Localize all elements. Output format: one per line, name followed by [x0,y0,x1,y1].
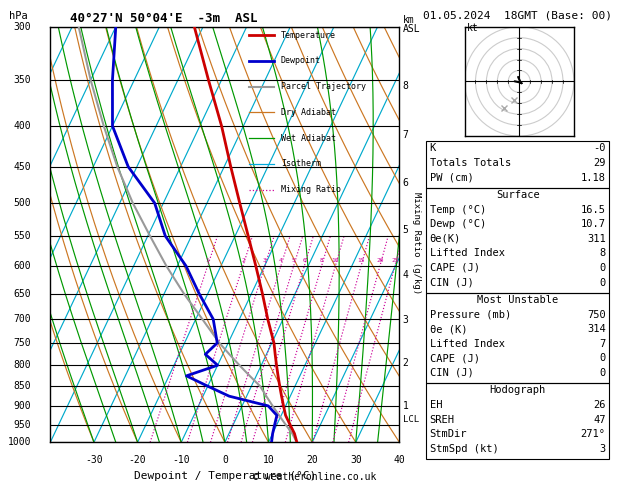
Text: CIN (J): CIN (J) [430,368,474,378]
Text: 4: 4 [279,258,282,262]
Text: Dewpoint / Temperature (°C): Dewpoint / Temperature (°C) [134,471,316,481]
Text: 40°27'N 50°04'E  -3m  ASL: 40°27'N 50°04'E -3m ASL [70,12,257,25]
Text: 5: 5 [403,225,408,235]
Text: Dewp (°C): Dewp (°C) [430,219,486,229]
Text: Hodograph: Hodograph [489,385,546,396]
Text: 30: 30 [350,455,362,465]
Text: -20: -20 [129,455,147,465]
Text: hPa: hPa [9,12,28,21]
Text: θe(K): θe(K) [430,234,461,244]
Text: 0: 0 [599,353,606,364]
Text: 850: 850 [13,381,31,391]
Text: 271°: 271° [581,429,606,439]
Text: 750: 750 [13,338,31,348]
Text: 16.5: 16.5 [581,205,606,215]
Text: Dry Adiabat: Dry Adiabat [281,108,336,117]
Text: 1.18: 1.18 [581,173,606,183]
Text: Dewpoint: Dewpoint [281,56,321,65]
Text: LCL: LCL [403,415,419,424]
Text: ASL: ASL [403,24,420,35]
Text: 1000: 1000 [8,437,31,447]
Text: Lifted Index: Lifted Index [430,339,504,349]
Text: 6: 6 [303,258,306,262]
Text: CIN (J): CIN (J) [430,278,474,288]
Text: StmSpd (kt): StmSpd (kt) [430,444,498,454]
Text: Pressure (mb): Pressure (mb) [430,310,511,320]
Text: 450: 450 [13,162,31,172]
Text: 2: 2 [403,358,408,368]
Text: -0: -0 [593,143,606,154]
Text: 314: 314 [587,324,606,334]
Text: 900: 900 [13,401,31,411]
Text: 311: 311 [587,234,606,244]
Text: 650: 650 [13,289,31,298]
Text: Temperature: Temperature [281,31,336,39]
Text: 8: 8 [599,248,606,259]
Text: CAPE (J): CAPE (J) [430,263,479,273]
Text: 25: 25 [391,258,399,262]
Text: 20: 20 [376,258,384,262]
Text: Lifted Index: Lifted Index [430,248,504,259]
Text: 7: 7 [599,339,606,349]
Text: K: K [430,143,436,154]
Text: 8: 8 [403,81,408,91]
Text: 0: 0 [599,263,606,273]
Text: 1: 1 [403,400,408,411]
Text: SREH: SREH [430,415,455,425]
Text: EH: EH [430,400,442,410]
Text: 8: 8 [320,258,323,262]
Text: 1: 1 [206,258,209,262]
Text: 4: 4 [403,270,408,280]
Text: © weatheronline.co.uk: © weatheronline.co.uk [253,472,376,482]
Text: Surface: Surface [496,190,540,200]
Text: PW (cm): PW (cm) [430,173,474,183]
Text: Wet Adiabat: Wet Adiabat [281,134,336,142]
Text: 10.7: 10.7 [581,219,606,229]
Text: 29: 29 [593,158,606,168]
Text: 0: 0 [599,368,606,378]
Text: 01.05.2024  18GMT (Base: 00): 01.05.2024 18GMT (Base: 00) [423,11,611,21]
Text: θe (K): θe (K) [430,324,467,334]
Text: 700: 700 [13,314,31,324]
Text: Isotherm: Isotherm [281,159,321,168]
Text: CAPE (J): CAPE (J) [430,353,479,364]
Text: 3: 3 [263,258,267,262]
Text: 800: 800 [13,360,31,370]
Text: 750: 750 [587,310,606,320]
Text: 550: 550 [13,231,31,241]
Text: Mixing Ratio: Mixing Ratio [281,185,341,194]
Text: Parcel Trajectory: Parcel Trajectory [281,82,365,91]
Text: 10: 10 [263,455,274,465]
Text: 6: 6 [403,178,408,188]
Text: 300: 300 [13,22,31,32]
Text: 47: 47 [593,415,606,425]
Text: -30: -30 [85,455,103,465]
Text: 500: 500 [13,198,31,208]
Text: 5: 5 [292,258,296,262]
Text: 0: 0 [599,278,606,288]
Text: Totals Totals: Totals Totals [430,158,511,168]
Text: StmDir: StmDir [430,429,467,439]
Text: km: km [403,15,415,25]
Text: kt: kt [467,23,479,33]
Text: 950: 950 [13,419,31,430]
Text: 7: 7 [403,130,408,139]
Text: Mixing Ratio (g/kg): Mixing Ratio (g/kg) [412,192,421,294]
Text: 3: 3 [599,444,606,454]
Text: 400: 400 [13,121,31,131]
Text: 40: 40 [394,455,405,465]
Text: 20: 20 [306,455,318,465]
Text: -10: -10 [172,455,190,465]
Text: Most Unstable: Most Unstable [477,295,559,305]
Text: 15: 15 [357,258,365,262]
Text: 26: 26 [593,400,606,410]
Text: 10: 10 [331,258,339,262]
Text: 0: 0 [222,455,228,465]
Text: 2: 2 [241,258,245,262]
Text: 600: 600 [13,261,31,271]
Text: 350: 350 [13,75,31,85]
Text: 3: 3 [403,314,408,325]
Text: Temp (°C): Temp (°C) [430,205,486,215]
